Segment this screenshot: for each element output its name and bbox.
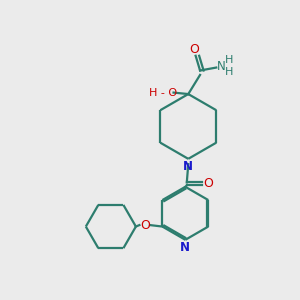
Text: N: N xyxy=(217,60,226,73)
Text: N: N xyxy=(183,160,193,173)
Text: O: O xyxy=(203,177,213,190)
Text: O: O xyxy=(189,44,199,56)
Text: H: H xyxy=(225,55,234,65)
Text: N: N xyxy=(180,241,190,254)
Text: H: H xyxy=(225,67,234,77)
Text: H - O: H - O xyxy=(149,88,177,98)
Text: O: O xyxy=(140,219,150,232)
